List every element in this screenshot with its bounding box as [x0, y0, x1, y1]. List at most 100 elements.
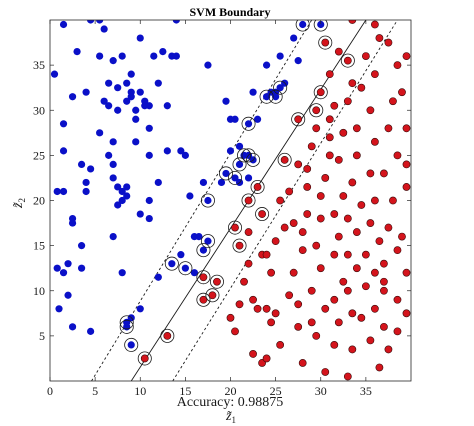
- class2-point: [366, 169, 375, 178]
- accuracy-caption: Accuracy: 0.98875: [177, 395, 284, 410]
- class2-point: [289, 268, 298, 277]
- class1-point: [190, 269, 198, 277]
- support-vector-ring: [124, 337, 139, 352]
- class2-point: [276, 340, 285, 349]
- class2-point: [235, 241, 244, 250]
- class1-point: [64, 291, 72, 299]
- class1-point: [123, 183, 131, 191]
- class2-point: [375, 237, 384, 246]
- class1-point: [136, 210, 144, 218]
- x-axis-label-sub: 1: [231, 415, 236, 425]
- class1-point: [177, 147, 185, 155]
- class1-point: [290, 34, 298, 42]
- class1-point: [132, 106, 140, 114]
- y-axis-label: z̃2: [11, 198, 27, 209]
- class2-point: [258, 210, 266, 218]
- class1-point: [118, 269, 126, 277]
- class2-point: [348, 178, 357, 187]
- class2-point: [285, 187, 294, 196]
- support-vector-ring: [196, 292, 211, 307]
- y-tick-label: 35: [33, 58, 45, 72]
- class2-point: [380, 259, 388, 268]
- class1-point: [114, 106, 122, 114]
- class2-point: [267, 268, 276, 277]
- class1-point: [235, 142, 244, 150]
- class2-point: [294, 300, 303, 309]
- class2-point: [307, 286, 316, 295]
- class1-point: [87, 165, 95, 173]
- y-tick-label: 30: [33, 103, 45, 117]
- support-vector-ring: [313, 20, 328, 32]
- class2-point: [370, 20, 379, 29]
- class2-point: [339, 128, 348, 137]
- class2-point: [316, 264, 325, 273]
- class2-point: [312, 106, 321, 115]
- class2-point: [352, 151, 361, 160]
- class2-point: [343, 56, 352, 65]
- class2-point: [398, 232, 406, 241]
- class2-point: [235, 300, 244, 309]
- class2-point: [321, 38, 330, 47]
- class2-point: [140, 354, 149, 363]
- class1-point: [132, 115, 140, 123]
- class2-point: [402, 160, 411, 169]
- class2-point: [330, 340, 339, 349]
- class2-point: [330, 250, 339, 259]
- class1-point: [68, 93, 77, 101]
- class2-point: [370, 304, 379, 313]
- class1-point: [68, 219, 77, 227]
- class2-point: [343, 372, 352, 381]
- y-tick-label: 20: [33, 194, 45, 208]
- class2-point: [330, 210, 339, 218]
- class2-point: [298, 359, 307, 367]
- class2-point: [298, 246, 307, 255]
- support-vector-ring: [160, 328, 175, 343]
- class2-point: [325, 151, 334, 160]
- class2-point: [271, 237, 280, 246]
- class1-point: [204, 61, 212, 69]
- support-vector-ring: [250, 179, 265, 194]
- x-tick-label: 30: [315, 384, 327, 398]
- class1-point: [199, 178, 208, 187]
- class1-point: [181, 264, 189, 272]
- support-vector-ring: [164, 256, 179, 271]
- class2-point: [249, 295, 257, 304]
- class1-point: [244, 120, 253, 128]
- support-vector-ring: [196, 243, 211, 258]
- class2-point: [357, 201, 366, 209]
- class2-point: [280, 155, 289, 164]
- support-vector-ring: [237, 148, 252, 163]
- support-vector-ring: [209, 274, 224, 289]
- class2-point: [262, 354, 271, 363]
- class1-point: [141, 97, 149, 105]
- x-tick-label: 35: [360, 384, 372, 398]
- class1-point: [217, 178, 226, 187]
- class2-point: [312, 241, 321, 250]
- class1-point: [59, 20, 68, 29]
- class2-point: [199, 273, 208, 282]
- class1-point: [317, 20, 325, 29]
- margin-line-right: [172, 20, 398, 381]
- class2-point: [402, 309, 411, 318]
- class2-point: [307, 318, 316, 327]
- class1-point: [87, 327, 95, 335]
- class1-point: [59, 147, 68, 155]
- class1-point: [109, 138, 117, 146]
- class1-point: [132, 138, 140, 146]
- class1-point: [145, 151, 153, 159]
- class1-point: [299, 20, 307, 29]
- class1-point: [53, 264, 61, 272]
- class2-point: [343, 286, 352, 295]
- class2-point: [348, 20, 357, 24]
- class2-point: [402, 268, 411, 277]
- x-axis-label: z̃1: [225, 409, 236, 425]
- class2-point: [231, 327, 239, 336]
- support-vector-ring: [291, 112, 306, 127]
- class2-point: [262, 304, 271, 313]
- class2-point: [163, 331, 172, 340]
- support-vector-ring: [137, 351, 152, 366]
- x-tick-label: 15: [179, 384, 191, 398]
- class2-point: [231, 223, 239, 232]
- class2-point: [321, 174, 330, 182]
